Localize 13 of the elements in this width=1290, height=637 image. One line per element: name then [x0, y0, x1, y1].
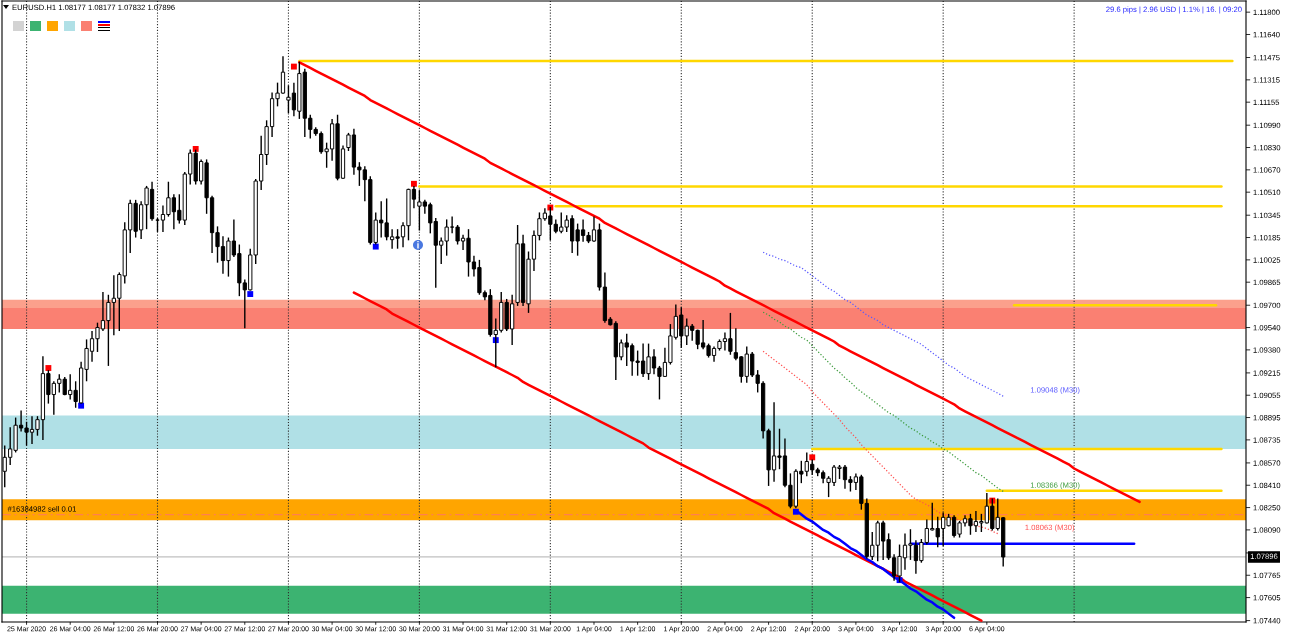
line-series	[762, 311, 1004, 493]
point	[372, 243, 379, 250]
point	[45, 365, 52, 371]
point	[247, 291, 254, 297]
line-series	[762, 251, 1004, 397]
point	[410, 180, 417, 187]
point	[792, 508, 799, 515]
line-series	[352, 291, 983, 622]
line-series	[298, 61, 1141, 504]
point	[192, 145, 199, 152]
point	[809, 454, 816, 461]
line-series	[762, 350, 999, 535]
point	[290, 63, 297, 70]
